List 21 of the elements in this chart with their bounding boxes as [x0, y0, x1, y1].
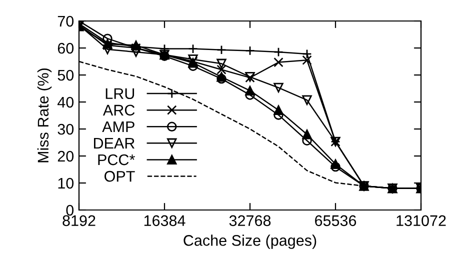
x-axis-title: Cache Size (pages) [184, 234, 316, 249]
legend-label: AMP [102, 121, 134, 132]
y-tick-label: 30 [58, 124, 74, 135]
legend-label: PCC* [98, 154, 135, 166]
x-tick-label: 131072 [396, 215, 446, 226]
y-tick-label: 10 [58, 178, 74, 189]
x-tick-label: 65536 [315, 215, 356, 226]
x-tick-label: 32768 [229, 215, 271, 226]
y-axis-title: Miss Rate (%) [37, 68, 52, 162]
y-tick-label: 60 [58, 42, 74, 54]
y-tick-label: 0 [66, 204, 74, 216]
x-tick-label: 16384 [144, 215, 186, 226]
y-tick-label: 40 [58, 96, 74, 108]
legend-label: LRU [106, 88, 134, 100]
legend-label: OPT [104, 170, 135, 182]
legend-label: DEAR [94, 138, 134, 149]
y-tick-label: 20 [58, 150, 74, 162]
y-tick-label: 50 [58, 70, 74, 81]
legend-label: ARC [102, 104, 135, 116]
x-tick-label: 8192 [62, 215, 96, 226]
y-tick-label: 70 [58, 16, 74, 27]
